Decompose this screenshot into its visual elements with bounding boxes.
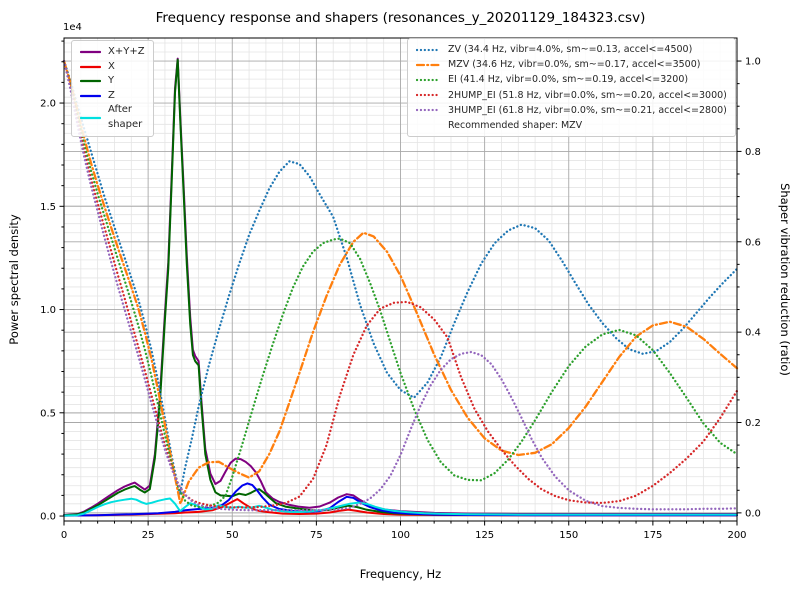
shaper-series [62,59,739,512]
legend-item-zv: ZV (34.4 Hz, vibr=4.0%, sm~=0.13, accel<… [416,42,727,57]
z-legend-swatch [80,94,101,97]
legend-item-label: Recommended shaper: MZV [448,120,583,132]
y-legend-swatch [80,80,101,83]
shaper-curve-2hump-ei [62,59,739,509]
x-tick-label: 125 [475,530,494,541]
legend-item-xyz: X+Y+Z [80,45,145,60]
x-tick-label: 0 [61,530,67,541]
legend-item-2hump-ei: 2HUMP_EI (51.8 Hz, vibr=0.0%, sm~=0.20, … [416,88,727,103]
legend-item-mzv: MZV (34.6 Hz, vibr=0.0%, sm~=0.17, accel… [416,57,727,72]
legend-item-label: EI (41.4 Hz, vibr=0.0%, sm~=0.19, accel<… [448,74,689,86]
y-right-tick-label: 0.2 [745,418,761,429]
x-tick-label: 100 [391,530,410,541]
x-tick-label: 200 [727,530,746,541]
y-right-tick-label: 1.0 [745,57,761,68]
xyz-legend-swatch [80,51,101,54]
y-left-tick-label: 2.0 [40,99,56,110]
legend-item-label: Z [108,89,115,101]
x-tick-label: 175 [643,530,662,541]
y-axis-offset-label: 1e4 [63,22,82,33]
legend-item-label: Y [108,75,115,86]
psd-curve-y [63,58,738,517]
recommendation-legend-swatch [416,121,441,131]
legend-item-z: Z [80,89,145,104]
legend-shapers: ZV (34.4 Hz, vibr=4.0%, sm~=0.13, accel<… [407,38,736,138]
legend-item-3hump-ei: 3HUMP_EI (61.8 Hz, vibr=0.0%, sm~=0.21, … [416,103,727,118]
shaper-curve-mzv [62,59,739,505]
y-left-tick-label: 0.0 [40,512,56,523]
legend-item-label: 2HUMP_EI (51.8 Hz, vibr=0.0%, sm~=0.20, … [448,89,727,101]
x-axis-label: Frequency, Hz [360,567,441,581]
shaper-curve-ei [62,59,739,509]
legend-item-after-shaper: After shaper [80,103,145,132]
y-left-tick-label: 1.0 [40,305,56,316]
y-right-tick-label: 0.4 [745,328,761,339]
x-tick-label: 50 [226,530,239,541]
zv-legend-swatch [416,48,441,51]
shaper-curve-zv [62,59,739,496]
3hump-ei-legend-swatch [416,109,441,112]
y-right-axis-label: Shaper vibration reduction (ratio) [778,183,792,376]
x-tick-label: 25 [142,530,155,541]
axis-ticks: 0 25 50 75 100 125 150 175 200 0.0 0.5 1.0 1.5 2.0 0.0… [7,10,792,581]
legend-item-label: X+Y+Z [108,46,145,57]
after-shaper-legend-swatch [80,116,101,119]
legend-item-label: X [108,60,115,72]
legend-item-label: After shaper [108,104,143,130]
psd-curve-z [63,482,738,517]
y-left-tick-label: 0.5 [40,408,56,419]
y-left-tick-label: 1.5 [40,202,56,213]
y-left-axis-label: Power spectral density [7,214,21,345]
mzv-legend-swatch [416,63,441,66]
chart-title: Frequency response and shapers (resonanc… [156,10,646,26]
legend-item-ei: EI (41.4 Hz, vibr=0.0%, sm~=0.19, accel<… [416,72,727,87]
x-tick-label: 150 [559,530,578,541]
x-tick-label: 75 [310,530,323,541]
legend-item-y: Y [80,74,145,89]
legend-item-x: X [80,60,145,75]
y-right-tick-label: 0.8 [745,147,761,158]
legend-item-label: ZV (34.4 Hz, vibr=4.0%, sm~=0.13, accel<… [448,44,693,55]
legend-item-label: MZV (34.6 Hz, vibr=0.0%, sm~=0.17, accel… [448,59,701,71]
psd-curve-x [63,498,738,517]
ei-legend-swatch [416,78,441,82]
x-legend-swatch [80,65,101,68]
y-right-tick-label: 0.6 [745,237,761,248]
legend-psd: X+Y+Z X Y Z After shaper [71,40,154,137]
legend-item-recommendation: Recommended shaper: MZV [416,118,727,133]
psd-curve-after-shaper [63,497,738,517]
y-right-tick-label: 0.0 [745,508,761,519]
legend-item-label: 3HUMP_EI (61.8 Hz, vibr=0.0%, sm~=0.21, … [448,104,727,116]
2hump-ei-legend-swatch [416,94,441,97]
